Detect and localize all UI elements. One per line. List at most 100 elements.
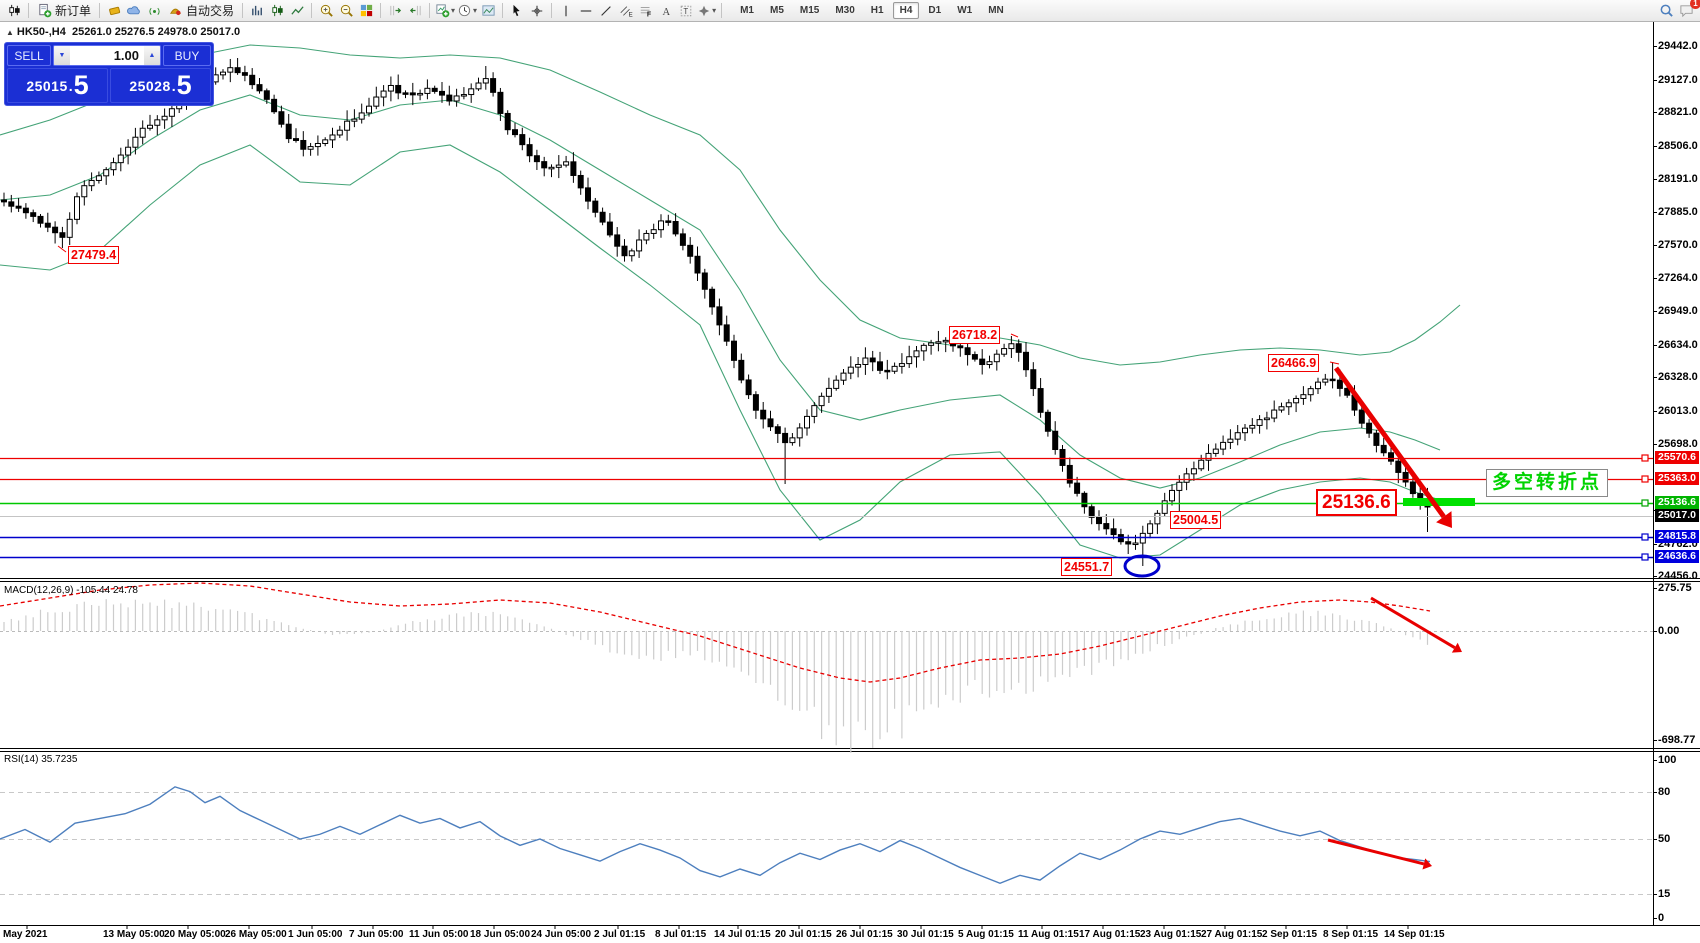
sell-button[interactable]: SELL — [7, 45, 51, 66]
price-callout-25136[interactable]: 25136.6 — [1316, 489, 1397, 516]
price-annotation-25004.5[interactable]: 25004.5 — [1170, 511, 1222, 529]
text-icon[interactable]: A — [657, 2, 675, 20]
timeframe-h4-button[interactable]: H4 — [892, 2, 920, 19]
time-axis-label[interactable]: 18 Jun 05:00 — [470, 929, 531, 940]
line-chart-icon[interactable] — [288, 2, 306, 20]
price-annotation-27479.4[interactable]: 27479.4 — [68, 246, 120, 264]
template-icon[interactable] — [479, 2, 497, 20]
crosshair-icon[interactable] — [528, 2, 546, 20]
bar-chart-icon[interactable] — [248, 2, 266, 20]
timeframe-m15-button[interactable]: M15 — [793, 2, 826, 19]
cursor-icon[interactable] — [508, 2, 526, 20]
line-handle[interactable] — [1641, 499, 1649, 507]
collapse-icon[interactable]: ▲ — [6, 28, 14, 37]
time-axis-label[interactable]: 2 Sep 01:15 — [1262, 929, 1318, 940]
time-axis-label[interactable]: 2 Jul 01:15 — [594, 929, 646, 940]
volume-input[interactable] — [70, 46, 144, 65]
timeframe-mn-button[interactable]: MN — [981, 2, 1011, 19]
notifications-icon[interactable]: 1 — [1677, 0, 1700, 20]
label-icon[interactable]: T — [677, 2, 695, 20]
period-icon[interactable]: ▾ — [457, 2, 477, 20]
market-watch-icon[interactable] — [125, 2, 143, 20]
new-chart-icon[interactable]: ▾ — [435, 2, 455, 20]
time-axis-label[interactable]: 23 Aug 01:15 — [1140, 929, 1202, 940]
timeframe-h1-button[interactable]: H1 — [864, 2, 891, 19]
time-axis-label[interactable]: 26 Jul 01:15 — [836, 929, 893, 940]
line-handle[interactable] — [1641, 553, 1649, 561]
timeframe-w1-button[interactable]: W1 — [950, 2, 979, 19]
time-axis-label[interactable]: 11 Aug 01:15 — [1018, 929, 1079, 940]
search-icon[interactable] — [1657, 2, 1675, 20]
time-axis-label[interactable]: 11 Jun 05:00 — [409, 929, 469, 940]
price-annotation-24551.7[interactable]: 24551.7 — [1061, 558, 1113, 576]
candle-bear — [1037, 388, 1044, 413]
time-axis-label[interactable]: 30 Jul 01:15 — [897, 929, 954, 940]
time-axis-label[interactable]: 8 Sep 01:15 — [1323, 929, 1379, 940]
trendline-icon[interactable] — [597, 2, 615, 20]
candle-bear — [431, 87, 438, 92]
history-icon[interactable] — [105, 2, 123, 20]
dropdown-caret-icon[interactable]: ▾ — [451, 6, 456, 15]
macd-signal-line — [0, 582, 1431, 683]
candles-icon[interactable] — [268, 2, 286, 20]
shapes-icon[interactable]: ▾ — [697, 2, 716, 20]
time-axis-label[interactable]: 20 Jul 01:15 — [775, 929, 832, 940]
line-handle[interactable] — [1641, 475, 1649, 483]
time-axis-label[interactable]: 8 Jul 01:15 — [655, 929, 707, 940]
rsi-axis-tick: 15 — [1658, 888, 1671, 900]
time-axis-label[interactable]: 20 May 05:00 — [164, 929, 226, 940]
time-axis-label[interactable]: 26 May 05:00 — [225, 929, 287, 940]
chart-symbol-icon[interactable] — [5, 2, 23, 20]
timeframe-d1-button[interactable]: D1 — [921, 2, 948, 19]
sell-price[interactable]: 25015. 5 — [7, 68, 108, 103]
low-highlight-ellipse[interactable] — [1123, 554, 1161, 578]
zoom-out-icon[interactable] — [337, 2, 355, 20]
time-axis-label[interactable]: 14 Sep 01:15 — [1384, 929, 1445, 940]
time-axis-label[interactable]: 5 Aug 01:15 — [958, 929, 1014, 940]
auto-scroll-icon[interactable] — [406, 2, 424, 20]
trend-arrow-0[interactable] — [1333, 366, 1446, 519]
timeframe-m30-button[interactable]: M30 — [828, 2, 861, 19]
time-axis-label[interactable]: 1 Jun 05:00 — [288, 929, 343, 940]
candle-bull — [818, 395, 825, 407]
buy-price[interactable]: 25028. 5 — [110, 68, 211, 103]
time-axis-label[interactable]: 14 Jul 01:15 — [714, 929, 771, 940]
buy-button[interactable]: BUY — [163, 45, 211, 66]
support-highlight-bar[interactable] — [1403, 498, 1475, 506]
time-axis-label[interactable]: May 2021 — [3, 929, 48, 940]
timeframe-m1-button[interactable]: M1 — [733, 2, 761, 19]
new-order-button[interactable]: 新订单 — [33, 2, 95, 20]
candle-bear — [1, 199, 7, 203]
volume-decrease-button[interactable]: ▼ — [54, 46, 70, 65]
candle-bear — [782, 432, 789, 444]
dropdown-caret-icon[interactable]: ▾ — [473, 6, 478, 15]
autotrading-button[interactable]: 自动交易 — [164, 2, 238, 20]
vertical-line-icon[interactable] — [557, 2, 575, 20]
shift-chart-icon[interactable] — [386, 2, 404, 20]
time-axis-label[interactable]: 17 Aug 01:15 — [1079, 929, 1141, 940]
time-axis-label[interactable]: 27 Aug 01:15 — [1201, 929, 1263, 940]
time-axis-label[interactable]: 7 Jun 05:00 — [349, 929, 404, 940]
time-axis-label[interactable]: 13 May 05:00 — [103, 929, 165, 940]
volume-increase-button[interactable]: ▲ — [144, 46, 160, 65]
trend-arrow-2[interactable] — [1327, 838, 1425, 866]
time-axis-label[interactable]: 24 Jun 05:00 — [531, 929, 592, 940]
bull-bear-turning-point-note[interactable]: 多空转折点 — [1486, 469, 1609, 497]
fibonacci-icon[interactable]: F — [637, 2, 655, 20]
dropdown-caret-icon[interactable]: ▾ — [712, 6, 717, 15]
candle-bull — [1001, 348, 1008, 355]
zoom-in-icon[interactable] — [317, 2, 335, 20]
line-handle[interactable] — [1641, 454, 1649, 462]
tile-windows-icon[interactable] — [357, 2, 375, 20]
candle-bull — [840, 372, 847, 381]
price-annotation-26718.2[interactable]: 26718.2 — [949, 326, 1001, 344]
signal-icon[interactable] — [145, 2, 163, 20]
channel-icon[interactable]: E — [617, 2, 635, 20]
timeframe-m5-button[interactable]: M5 — [763, 2, 791, 19]
line-handle[interactable] — [1641, 533, 1649, 541]
price-annotation-26466.9[interactable]: 26466.9 — [1268, 354, 1320, 372]
trend-arrow-1[interactable] — [1370, 596, 1456, 650]
candle-bull — [344, 120, 351, 131]
horizontal-line-icon[interactable] — [577, 2, 595, 20]
